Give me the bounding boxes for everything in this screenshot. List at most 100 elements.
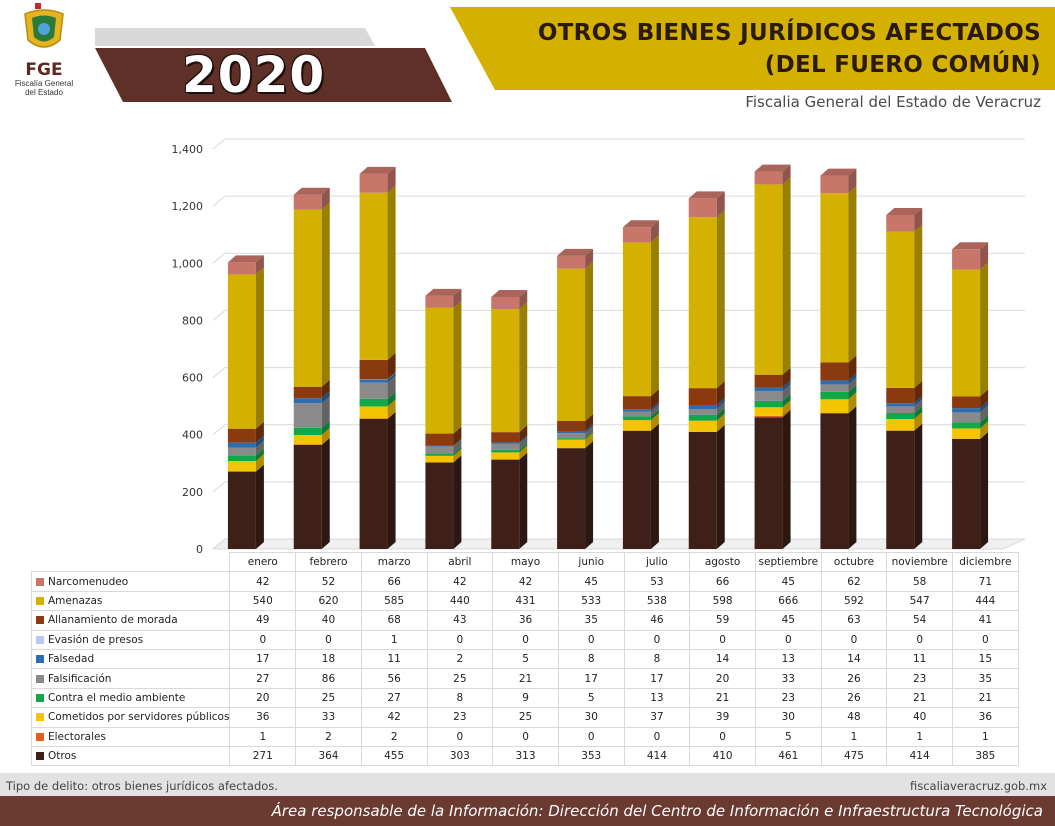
- data-value-cell: 42: [426, 571, 494, 592]
- bar-segment: [359, 398, 388, 407]
- category-label: febrero: [295, 551, 362, 573]
- bar-segment-side: [255, 421, 264, 443]
- data-value-cell: 8: [623, 648, 691, 670]
- data-value-cell: 59: [689, 610, 756, 631]
- bar-segment: [688, 420, 717, 432]
- bar-segment: [227, 442, 256, 448]
- category-label: abril: [426, 551, 494, 573]
- bar-segment-side: [980, 432, 989, 549]
- bar-segment: [557, 255, 586, 269]
- logo-line1: Fiscalía General: [14, 79, 74, 88]
- bar-segment: [557, 433, 586, 439]
- bar-segment: [622, 396, 651, 410]
- bar-top-face: [425, 288, 462, 296]
- bar-segment-side: [321, 420, 330, 435]
- bar-segment: [886, 215, 915, 232]
- table-row: Narcomenudeo 42 52 66 42 42 45 53 66 45 62 58 71: [30, 571, 1019, 592]
- bar-top-face: [491, 290, 528, 297]
- bar-segment: [952, 412, 981, 423]
- data-value-cell: 40: [886, 707, 953, 728]
- bar-segment: [952, 396, 981, 409]
- bar-segment: [425, 453, 454, 456]
- data-value-cell: 45: [754, 571, 822, 592]
- bar-segment-side: [848, 373, 857, 385]
- bar-segment-side: [848, 406, 857, 549]
- bar-segment-side: [255, 464, 264, 472]
- data-value-cell: 30: [754, 707, 822, 728]
- footer-gray-band: [0, 773, 1055, 796]
- series-legend-label: Electorales: [30, 726, 231, 747]
- bar-segment-side: [716, 210, 725, 389]
- bar-segment-side: [387, 352, 396, 380]
- bar-segment-side: [585, 414, 594, 431]
- data-value-cell: 17: [623, 668, 691, 689]
- legend-swatch: [36, 752, 44, 761]
- bar-segment: [754, 415, 783, 418]
- data-value-cell: 25: [295, 687, 362, 709]
- data-value-cell: 45: [557, 571, 625, 592]
- bar-segment: [425, 462, 454, 549]
- bar-segment: [820, 175, 849, 194]
- category-label: diciembre: [952, 551, 1019, 573]
- data-value-cell: 533: [557, 590, 625, 612]
- data-value-cell: 40: [295, 610, 362, 631]
- bar-segment: [491, 432, 520, 443]
- logo-abbr: FGE: [25, 60, 63, 80]
- legend-swatch: [36, 596, 44, 605]
- table-row: Evasión de presos 0 0 1 0 0 0 0 0 0 0 0 0: [30, 629, 1019, 650]
- bar-segment: [227, 455, 256, 461]
- bar-segment: [557, 431, 586, 434]
- bar-segment: [359, 382, 388, 399]
- data-value-cell: 86: [295, 668, 362, 689]
- bar-segment-side: [255, 435, 264, 448]
- data-value-cell: 42: [360, 707, 428, 728]
- data-value-cell: 2: [360, 726, 428, 747]
- bar-segment-side: [782, 177, 791, 375]
- data-value-cell: 8: [426, 687, 494, 709]
- bar-segment-side: [650, 402, 659, 412]
- bar-segment: [293, 209, 322, 387]
- bar-segment: [820, 380, 849, 385]
- bar-segment-side: [321, 187, 330, 210]
- bar-top-face: [557, 248, 594, 256]
- bar-segment-side: [585, 431, 594, 440]
- data-value-cell: 9: [492, 687, 559, 709]
- category-label: marzo: [360, 551, 428, 573]
- data-value-cell: 431: [492, 590, 559, 612]
- bar-segment-side: [255, 464, 264, 549]
- bar-segment: [227, 461, 256, 472]
- bar-top-face: [952, 242, 989, 250]
- series-legend-label: Cometidos por servidores públicos: [30, 707, 231, 728]
- bar-segment: [820, 391, 849, 400]
- bar-segment-side: [914, 396, 923, 407]
- data-value-cell: 23: [426, 707, 494, 728]
- bar-segment-side: [716, 191, 725, 218]
- data-value-cell: 21: [689, 687, 756, 709]
- bar-segment-side: [650, 220, 659, 243]
- bar-segment-side: [716, 413, 725, 432]
- table-header-row: enero febrero marzo abril mayo junio julio agos…: [31, 551, 1019, 573]
- bar-segment-side: [782, 408, 791, 418]
- bar-segment: [886, 231, 915, 388]
- bar-segment-side: [650, 409, 659, 421]
- y-tick-label: 1,000: [172, 257, 204, 270]
- bar-segment-side: [980, 242, 989, 270]
- data-value-cell: 20: [689, 668, 756, 689]
- data-value-cell: 0: [623, 629, 691, 650]
- data-value-cell: 25: [426, 668, 494, 689]
- bar-segment: [754, 400, 783, 408]
- bar-segment-side: [914, 399, 923, 413]
- data-value-cell: 30: [557, 707, 625, 728]
- data-value-cell: 5: [557, 687, 625, 709]
- bar-segment: [359, 359, 388, 380]
- bar-top-face: [622, 220, 659, 228]
- data-value-cell: 68: [360, 610, 428, 631]
- data-value-cell: 538: [623, 590, 691, 612]
- bar-segment-side: [255, 255, 264, 275]
- series-legend-label: Amenazas: [30, 590, 231, 612]
- data-value-cell: 17: [229, 648, 297, 670]
- data-value-cell: 26: [820, 687, 888, 709]
- footer-website-link[interactable]: fiscaliaveracruz.gob.mx: [909, 779, 1047, 793]
- bar-segment-side: [914, 406, 923, 419]
- data-value-cell: 48: [820, 707, 888, 728]
